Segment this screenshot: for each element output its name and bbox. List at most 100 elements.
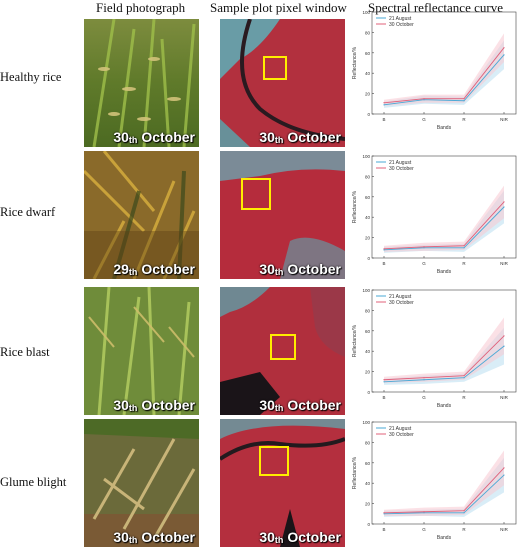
y-tick-label: 40 <box>365 481 371 486</box>
y-tick-label: 0 <box>367 522 370 527</box>
legend-label: 30 October <box>389 432 414 438</box>
x-tick-label: NIR <box>500 395 509 400</box>
data-point <box>383 249 385 251</box>
spectral-chart-rice-blast: 0 20 40 60 80 100 B G R NIR Reflectance/% Bands 21 A… <box>342 282 522 412</box>
plot-area <box>371 421 517 525</box>
data-point <box>423 379 425 381</box>
x-tick-label: G <box>422 395 426 400</box>
x-tick-label: R <box>462 395 466 400</box>
data-point <box>423 512 425 514</box>
sat-date-stamp: 30th October <box>259 529 341 545</box>
y-tick-label: 0 <box>367 390 370 395</box>
data-point <box>503 206 505 208</box>
sample-window-box <box>263 56 287 80</box>
data-point <box>423 511 425 513</box>
x-tick-label: G <box>422 527 426 532</box>
glume-blight-photo-image <box>84 419 199 547</box>
photo-date-stamp: 30th October <box>113 529 195 545</box>
series-line <box>383 335 505 381</box>
chart-svg: 0 20 40 60 80 100 B G R NIR Reflectance/% Bands 21 A… <box>352 420 517 541</box>
legend-label: 21 August <box>389 426 412 432</box>
data-point <box>463 375 465 377</box>
y-tick-label: 40 <box>365 71 371 76</box>
series-line <box>383 206 505 251</box>
sample-window-box <box>270 334 296 360</box>
series-line <box>383 47 505 104</box>
series-band <box>384 450 504 516</box>
x-tick-label: R <box>462 117 466 122</box>
series-line <box>383 467 505 514</box>
data-point <box>463 512 465 514</box>
plot-area <box>371 11 517 115</box>
y-tick-label: 100 <box>362 10 370 15</box>
row-label-healthy-rice: Healthy rice <box>0 70 62 84</box>
data-point <box>383 513 385 515</box>
data-point <box>463 245 465 247</box>
header-field-photograph: Field photograph <box>96 0 186 15</box>
row-label-glume-blight: Glume blight <box>0 475 67 489</box>
legend-label: 30 October <box>389 300 414 306</box>
y-tick-label: 60 <box>365 461 371 466</box>
data-point <box>503 467 505 469</box>
y-tick-label: 0 <box>367 256 370 261</box>
y-tick-label: 100 <box>362 420 370 425</box>
data-point <box>503 335 505 337</box>
data-point <box>463 247 465 249</box>
data-point <box>503 47 505 49</box>
x-axis-title: Bands <box>437 403 452 409</box>
spectral-chart-healthy-rice: 0 20 40 60 80 100 B G R NIR Reflectance/% Bands 21 A… <box>342 4 522 134</box>
y-axis-title: Reflectance/% <box>352 46 358 79</box>
x-tick-label: NIR <box>500 261 509 266</box>
healthy-rice-satellite-image <box>220 19 345 147</box>
y-tick-label: 100 <box>362 288 370 293</box>
y-tick-label: 80 <box>365 308 371 313</box>
y-tick-label: 40 <box>365 215 371 220</box>
glume-blight-satellite-image <box>220 419 345 547</box>
x-tick-label: G <box>422 117 426 122</box>
sat-window-glume-blight: 30th October <box>220 419 345 547</box>
field-photo-rice-dwarf: 29th October <box>84 151 199 279</box>
header-sample-window: Sample plot pixel window <box>210 0 347 15</box>
legend-label: 30 October <box>389 166 414 172</box>
photo-date-stamp: 30th October <box>113 397 195 413</box>
data-point <box>383 379 385 381</box>
data-point <box>383 381 385 383</box>
sat-date-stamp: 30th October <box>259 261 341 277</box>
legend-label: 21 August <box>389 294 412 300</box>
photo-date-stamp: 30th October <box>113 129 195 145</box>
y-tick-label: 80 <box>365 440 371 445</box>
spectral-chart-glume-blight: 0 20 40 60 80 100 B G R NIR Reflectance/% Bands 21 A… <box>342 414 522 544</box>
series-line <box>383 345 505 383</box>
data-point <box>423 247 425 249</box>
legend-label: 30 October <box>389 22 414 28</box>
data-point <box>423 99 425 101</box>
data-point <box>503 201 505 203</box>
data-point <box>463 100 465 102</box>
legend-label: 21 August <box>389 16 412 22</box>
data-point <box>383 512 385 514</box>
data-point <box>463 98 465 100</box>
x-tick-label: B <box>382 527 385 532</box>
y-tick-label: 20 <box>365 92 371 97</box>
series-line <box>383 474 505 515</box>
data-point <box>503 54 505 56</box>
healthy-rice-photo-image <box>84 19 199 147</box>
data-point <box>423 377 425 379</box>
y-tick-label: 60 <box>365 195 371 200</box>
x-tick-label: G <box>422 261 426 266</box>
data-point <box>383 248 385 250</box>
x-tick-label: R <box>462 527 466 532</box>
data-point <box>463 377 465 379</box>
rice-blast-photo-image <box>84 287 199 415</box>
x-axis-title: Bands <box>437 269 452 275</box>
x-axis-title: Bands <box>437 125 452 131</box>
plot-area <box>371 289 517 393</box>
sat-date-stamp: 30th October <box>259 397 341 413</box>
chart-svg: 0 20 40 60 80 100 B G R NIR Reflectance/% Bands 21 A… <box>352 288 517 409</box>
x-tick-label: B <box>382 261 385 266</box>
y-axis-title: Reflectance/% <box>352 190 358 223</box>
series-band <box>384 185 504 252</box>
data-point <box>383 102 385 104</box>
data-point <box>463 510 465 512</box>
y-tick-label: 80 <box>365 30 371 35</box>
